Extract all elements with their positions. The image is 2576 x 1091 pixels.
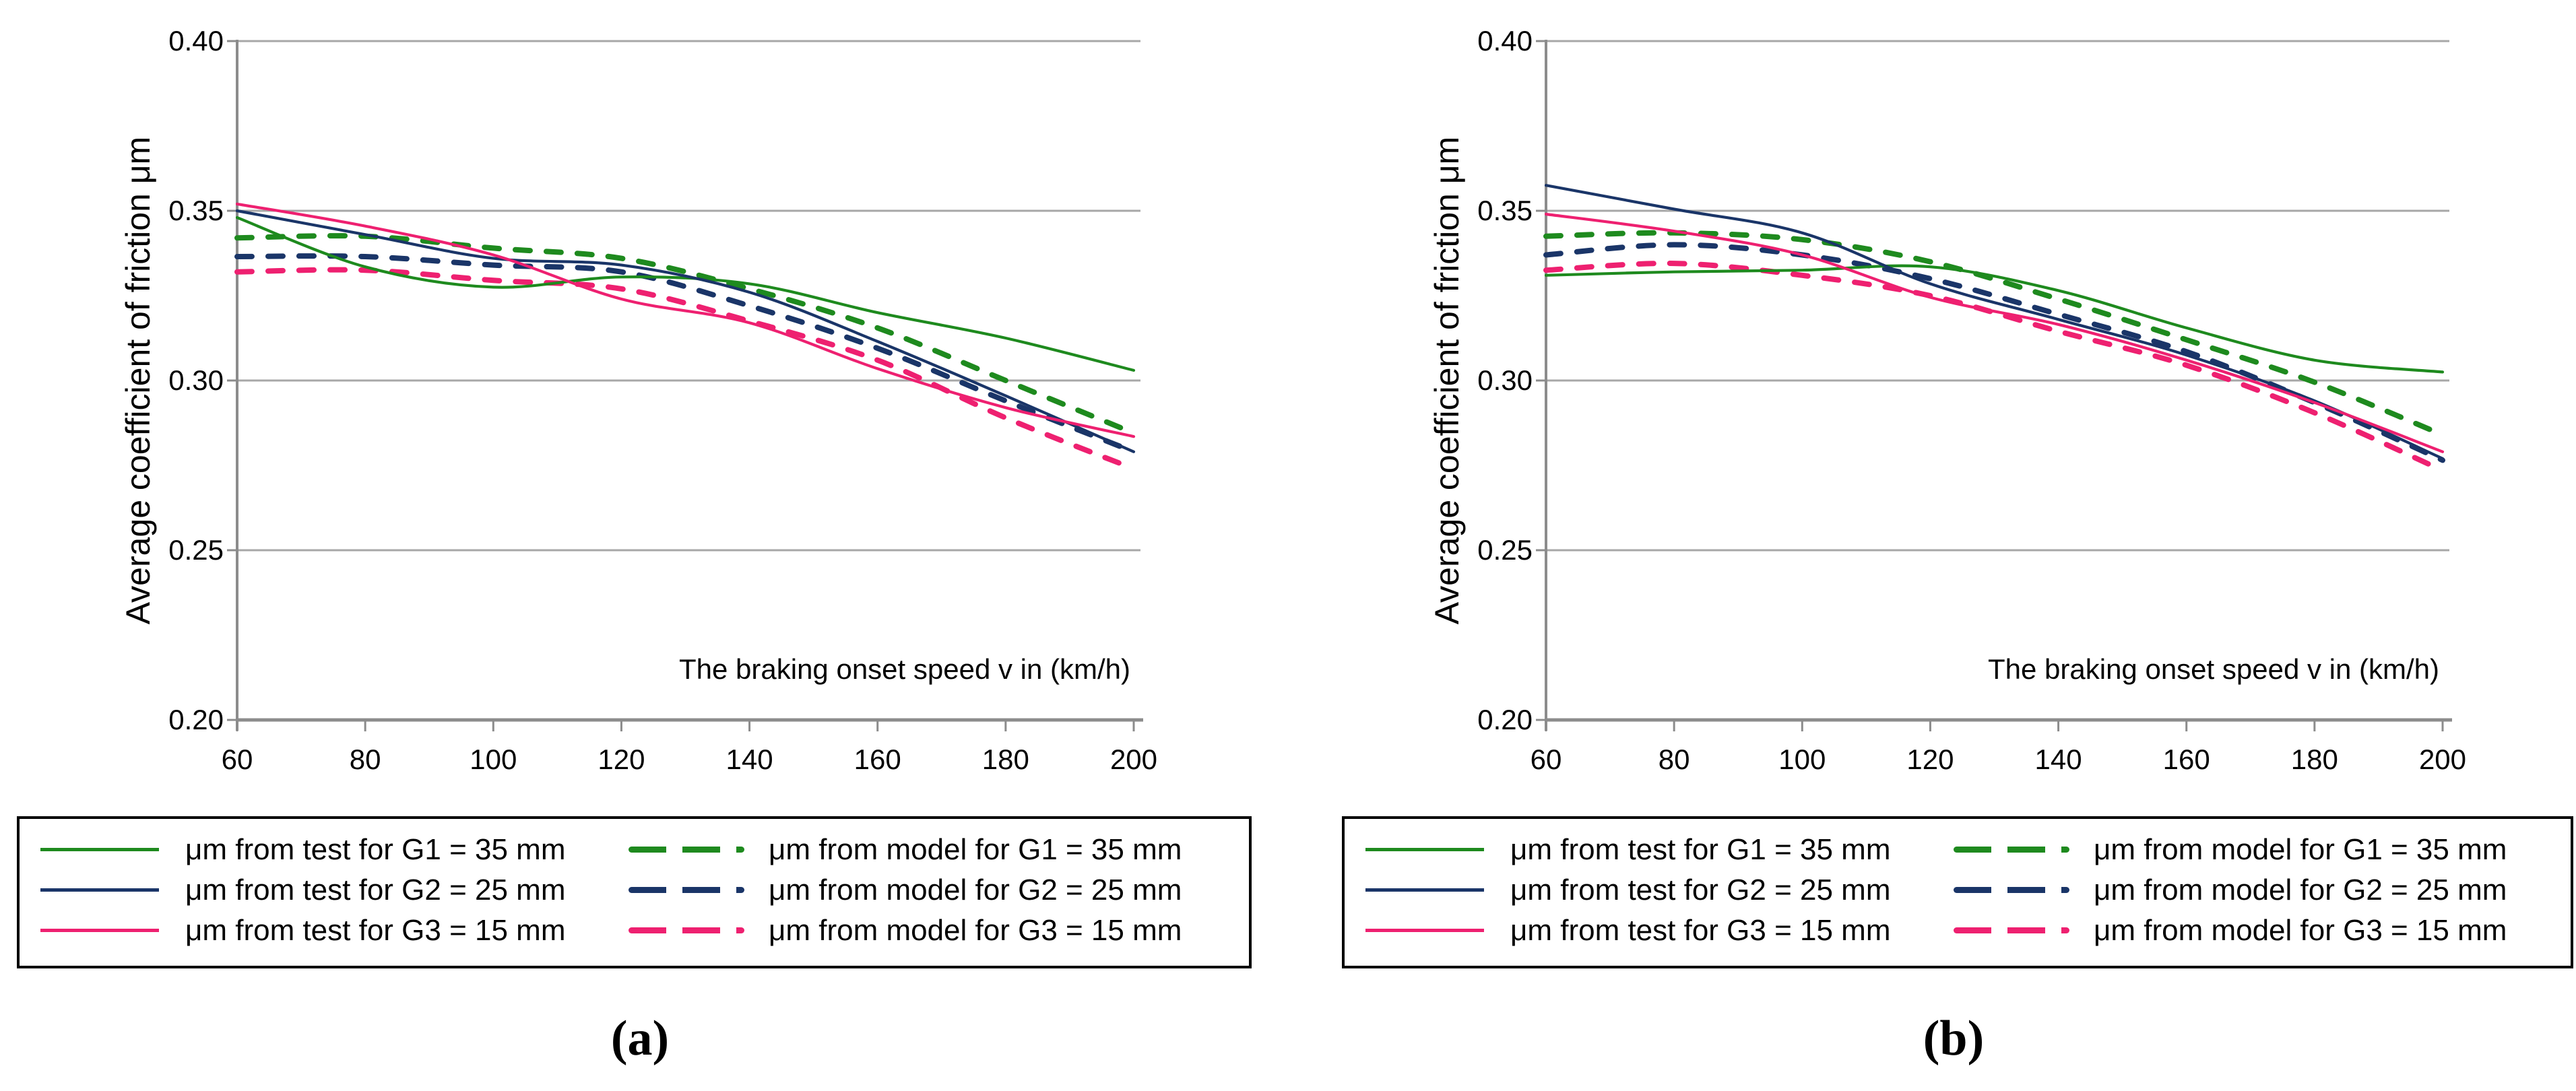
chart-b-legend: μm from test for G1 = 35 mm μm from model… bbox=[1342, 816, 2573, 968]
legend-sample-model-g1-line bbox=[1954, 847, 2069, 853]
chart-a-series-test-g1-line bbox=[235, 216, 1136, 372]
legend-label-test-g1: μm from test for G1 = 35 mm bbox=[185, 833, 566, 866]
chart-a-x-tick-label: 200 bbox=[1109, 743, 1158, 775]
chart-a-y-axis-title: Average coefficient of friction μm bbox=[119, 136, 157, 625]
legend-sample-test-g2-line bbox=[1365, 888, 1484, 892]
chart-a-x-tick-label: 80 bbox=[349, 743, 381, 775]
chart-a-series-test-g3-line bbox=[235, 202, 1136, 438]
chart-a-y-tick-label: 0.20 bbox=[168, 704, 224, 735]
chart-a-x-tick-label: 60 bbox=[221, 743, 253, 775]
legend-sample-test-g1-line bbox=[1365, 848, 1484, 851]
chart-b-x-axis-title: The braking onset speed v in (km/h) bbox=[1988, 653, 2439, 685]
chart-b-x-tick-label: 180 bbox=[2290, 743, 2338, 775]
chart-b-x-tick-label: 60 bbox=[1530, 743, 1562, 775]
legend-sample-model-g1-line bbox=[629, 847, 744, 853]
legend-sample-test-g3-line bbox=[1365, 929, 1484, 932]
chart-b-y-axis-title: Average coefficient of friction μm bbox=[1428, 136, 1466, 625]
chart-a-x-tick-label: 180 bbox=[981, 743, 1029, 775]
legend-sample-model-g3-line bbox=[1954, 927, 2069, 933]
legend-label-model-g3: μm from model for G3 = 15 mm bbox=[2094, 914, 2507, 947]
legend-label-model-g1: μm from model for G1 = 35 mm bbox=[769, 833, 1182, 866]
legend-label-test-g2: μm from test for G2 = 25 mm bbox=[1510, 873, 1891, 906]
chart-a-x-tick-label: 100 bbox=[470, 743, 517, 775]
legend-label-test-g1: μm from test for G1 = 35 mm bbox=[1510, 833, 1891, 866]
legend-label-model-g2: μm from model for G2 = 25 mm bbox=[2094, 873, 2507, 906]
chart-b-y-tick-label: 0.20 bbox=[1477, 704, 1533, 735]
chart-b-series-test-g1-line bbox=[1544, 264, 2445, 374]
chart-a-x-tick-label: 120 bbox=[598, 743, 645, 775]
chart-a-y-tick-label: 0.30 bbox=[168, 364, 224, 396]
chart-b-series-model-g3-line bbox=[1543, 261, 2445, 473]
chart-b-y-tick-label: 0.30 bbox=[1477, 364, 1533, 396]
legend-sample-test-g2-line bbox=[40, 888, 159, 892]
chart-a-series-model-g2-line bbox=[234, 253, 1136, 455]
chart-a-series-model-g3-line bbox=[234, 267, 1136, 471]
legend-label-test-g2: μm from test for G2 = 25 mm bbox=[185, 873, 566, 906]
legend-sample-test-g1-line bbox=[40, 848, 159, 851]
legend-sample-test-g3-line bbox=[40, 929, 159, 932]
chart-b-series-test-g3-line bbox=[1544, 212, 2445, 453]
legend-label-test-g3: μm from test for G3 = 15 mm bbox=[1510, 914, 1891, 947]
legend-sample-model-g2-line bbox=[629, 887, 744, 893]
chart-b-caption: (b) bbox=[1923, 1011, 1985, 1066]
chart-b-x-tick-label: 120 bbox=[1906, 743, 1954, 775]
chart-a-y-tick-label: 0.40 bbox=[168, 25, 224, 57]
chart-b-x-tick-label: 100 bbox=[1778, 743, 1826, 775]
chart-b-x-tick-label: 200 bbox=[2418, 743, 2467, 775]
chart-a-series-model-g1-line bbox=[234, 233, 1136, 436]
legend-sample-model-g3-line bbox=[629, 927, 744, 933]
chart-b-y-tick-label: 0.35 bbox=[1477, 195, 1533, 226]
chart-b-x-tick-label: 80 bbox=[1658, 743, 1690, 775]
chart-a-x-axis-title: The braking onset speed v in (km/h) bbox=[679, 653, 1130, 685]
legend-sample-model-g2-line bbox=[1954, 887, 2069, 893]
chart-a-y-tick-label: 0.25 bbox=[168, 534, 224, 566]
chart-b-x-tick-label: 160 bbox=[2162, 743, 2210, 775]
chart-b-y-tick-label: 0.40 bbox=[1477, 25, 1533, 57]
chart-a-y-tick-label: 0.35 bbox=[168, 195, 224, 226]
chart-b-y-tick-label: 0.25 bbox=[1477, 534, 1533, 566]
chart-b-series-model-g1-line bbox=[1543, 230, 2445, 438]
chart-a-caption: (a) bbox=[610, 1011, 670, 1066]
legend-label-model-g2: μm from model for G2 = 25 mm bbox=[769, 873, 1182, 906]
chart-a-x-tick-label: 140 bbox=[726, 743, 773, 775]
chart-b-series-test-g2-line bbox=[1544, 184, 2445, 460]
chart-a-series-test-g2-line bbox=[235, 209, 1136, 453]
chart-a-legend: μm from test for G1 = 35 mm μm from model… bbox=[17, 816, 1252, 968]
legend-label-model-g1: μm from model for G1 = 35 mm bbox=[2094, 833, 2507, 866]
chart-a-x-tick-label: 160 bbox=[854, 743, 901, 775]
legend-label-model-g3: μm from model for G3 = 15 mm bbox=[769, 914, 1182, 947]
chart-b-x-tick-label: 140 bbox=[2034, 743, 2082, 775]
legend-label-test-g3: μm from test for G3 = 15 mm bbox=[185, 914, 566, 947]
